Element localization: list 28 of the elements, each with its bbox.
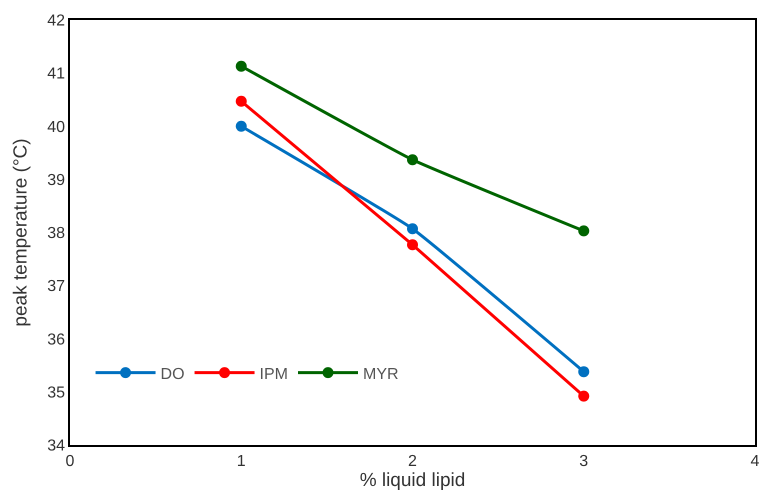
point bbox=[236, 120, 247, 132]
y-tick-label: 42 bbox=[47, 12, 66, 30]
point bbox=[236, 60, 247, 72]
y-tick-label: 38 bbox=[47, 225, 66, 242]
x-tick-label: 1 bbox=[236, 452, 246, 470]
y-tick-label: 35 bbox=[47, 384, 66, 402]
point bbox=[407, 223, 418, 234]
x-tick-label: 2 bbox=[408, 452, 418, 470]
x-tick-label: 4 bbox=[750, 452, 760, 470]
point bbox=[578, 390, 590, 402]
point bbox=[236, 96, 247, 107]
y-tick-label: 41 bbox=[47, 66, 66, 83]
y-tick-label: 34 bbox=[47, 438, 66, 455]
legend-label: DO bbox=[160, 366, 185, 383]
y-tick-label: 39 bbox=[47, 172, 66, 189]
x-tick-label: 3 bbox=[579, 452, 588, 470]
point bbox=[407, 239, 418, 250]
y-tick-label: 37 bbox=[47, 278, 66, 296]
y-axis-title: peak temperature (°C) bbox=[10, 138, 32, 327]
legend-label: MYR bbox=[363, 366, 399, 383]
x-axis-title: % liquid lipid bbox=[360, 470, 466, 491]
y-tick-label: 36 bbox=[47, 331, 66, 348]
point bbox=[407, 154, 418, 166]
x-tick-label: 0 bbox=[66, 452, 75, 470]
point bbox=[578, 366, 590, 378]
point bbox=[578, 225, 590, 236]
y-tick-label: 40 bbox=[47, 118, 66, 136]
legend-label: IPM bbox=[260, 366, 288, 383]
